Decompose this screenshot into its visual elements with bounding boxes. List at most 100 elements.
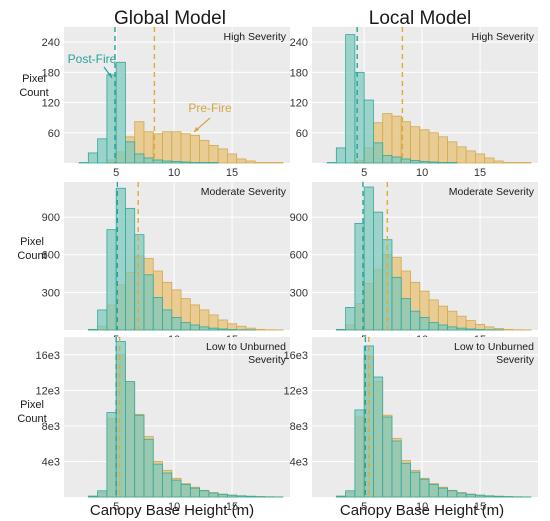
post-fire-bar (189, 324, 200, 331)
post-fire-bar (115, 61, 126, 164)
pre-fire-bar (475, 153, 486, 164)
post-fire-bar (475, 494, 486, 498)
y-tick-label: 60 (296, 128, 308, 140)
post-fire-bar (447, 326, 458, 331)
y-tick-label: 16e3 (36, 350, 60, 362)
y-tick-label: 180 (290, 67, 308, 79)
x-tick-label: 5 (113, 167, 119, 179)
post-fire-bar (345, 307, 356, 331)
post-fire-bar (227, 494, 238, 498)
histogram-panel: 60 120 180 240 5 10 15 High Severity (290, 27, 538, 179)
y-tick-label: 900 (42, 212, 60, 224)
panel-title: Severity (496, 354, 535, 366)
histogram-panel: 4e3 8e3 12e3 16e3 5 10 15 Low to UnburnedSeveri… (36, 337, 290, 513)
post-fire-bar (410, 310, 421, 331)
post-fire-bar (189, 487, 200, 498)
post-fire-bar (87, 495, 99, 498)
x-axis-label-local: Canopy Base Height (m) (340, 502, 504, 519)
post-fire-bar (493, 495, 504, 498)
post-fire-bar (345, 490, 356, 498)
y-axis-label-row3-line1: Pixel (20, 399, 44, 411)
post-fire-bar (171, 161, 182, 164)
post-fire-bar (326, 162, 337, 164)
y-tick-label: 8e3 (290, 421, 308, 433)
histogram-panel: 30060090051015Moderate Severity (42, 182, 290, 346)
pre-fire-bar (410, 126, 421, 164)
pre-fire-bar (217, 148, 228, 164)
post-fire-bar (428, 322, 439, 331)
post-fire-bar (475, 329, 486, 331)
post-fire-bar (400, 462, 411, 498)
annotation-post-fire-arrowhead (108, 73, 112, 78)
post-fire-bar (208, 492, 219, 498)
post-fire-bar (335, 495, 347, 498)
y-axis-label-row2-line1: Pixel (20, 236, 44, 248)
y-tick-label: 4e3 (290, 456, 308, 468)
pre-fire-bar (245, 160, 256, 164)
post-fire-bar (125, 207, 136, 331)
post-fire-bar (456, 327, 467, 331)
x-axis-label-global: Canopy Base Height (m) (90, 502, 254, 519)
post-fire-bar (437, 487, 449, 498)
y-axis-label-row1-line2: Count (19, 87, 48, 99)
post-fire-bar (97, 309, 108, 331)
x-tick-label: 10 (416, 501, 428, 513)
pre-fire-bar (254, 328, 265, 331)
post-fire-bar (437, 324, 449, 331)
post-fire-bar (189, 162, 200, 164)
y-tick-label: 300 (290, 287, 308, 299)
pre-fire-bar (456, 146, 467, 164)
post-fire-bar (97, 490, 108, 498)
y-tick-label: 12e3 (36, 385, 60, 397)
post-fire-bar (125, 381, 136, 498)
pre-fire-bar (199, 139, 210, 164)
x-tick-label: 10 (416, 167, 428, 179)
post-fire-bar (437, 162, 449, 164)
post-fire-bar (484, 495, 495, 498)
post-fire-bar (410, 471, 421, 498)
post-fire-bar (217, 493, 228, 498)
post-fire-bar (373, 376, 384, 498)
post-fire-bar (134, 414, 145, 498)
y-axis-label-row3-line2: Count (17, 413, 46, 425)
post-fire-bar (180, 484, 191, 498)
post-fire-bar (87, 328, 99, 331)
post-fire-bar (391, 276, 402, 331)
post-fire-bar (143, 438, 154, 498)
x-tick-label: 5 (113, 501, 119, 513)
panel-title: Severity (248, 354, 287, 366)
post-fire-bar (199, 326, 210, 331)
y-tick-label: 300 (42, 287, 60, 299)
annotation-pre-fire-arrowhead (194, 127, 199, 132)
post-fire-bar (143, 157, 154, 164)
x-tick-label: 5 (361, 501, 367, 513)
histogram-panel: 30060090051015Moderate Severity (290, 182, 538, 346)
post-fire-bar (134, 234, 145, 331)
post-fire-bar (465, 328, 476, 331)
panel-background (64, 337, 290, 497)
post-fire-bar (465, 493, 476, 498)
x-tick-label: 15 (474, 501, 486, 513)
pre-fire-bar (162, 131, 173, 164)
post-fire-bar (419, 161, 430, 164)
pre-fire-bar (189, 134, 200, 164)
y-tick-label: 600 (42, 250, 60, 262)
post-fire-bar (125, 141, 136, 164)
panel-title: Low to Unburned (206, 341, 286, 353)
post-fire-bar (382, 416, 393, 498)
post-fire-bar (152, 296, 163, 331)
pre-fire-bar (254, 162, 265, 164)
pre-fire-bar (428, 132, 439, 164)
post-fire-bar (456, 492, 467, 498)
y-tick-label: 120 (42, 98, 60, 110)
post-fire-bar (171, 317, 182, 331)
pre-fire-bar (217, 319, 228, 331)
post-fire-bar (115, 341, 126, 498)
x-tick-label: 10 (168, 167, 180, 179)
post-fire-bar (162, 160, 173, 164)
pre-fire-bar (227, 153, 238, 164)
y-tick-label: 240 (42, 37, 60, 49)
y-tick-label: 120 (290, 98, 308, 110)
pre-fire-bar (465, 320, 476, 331)
